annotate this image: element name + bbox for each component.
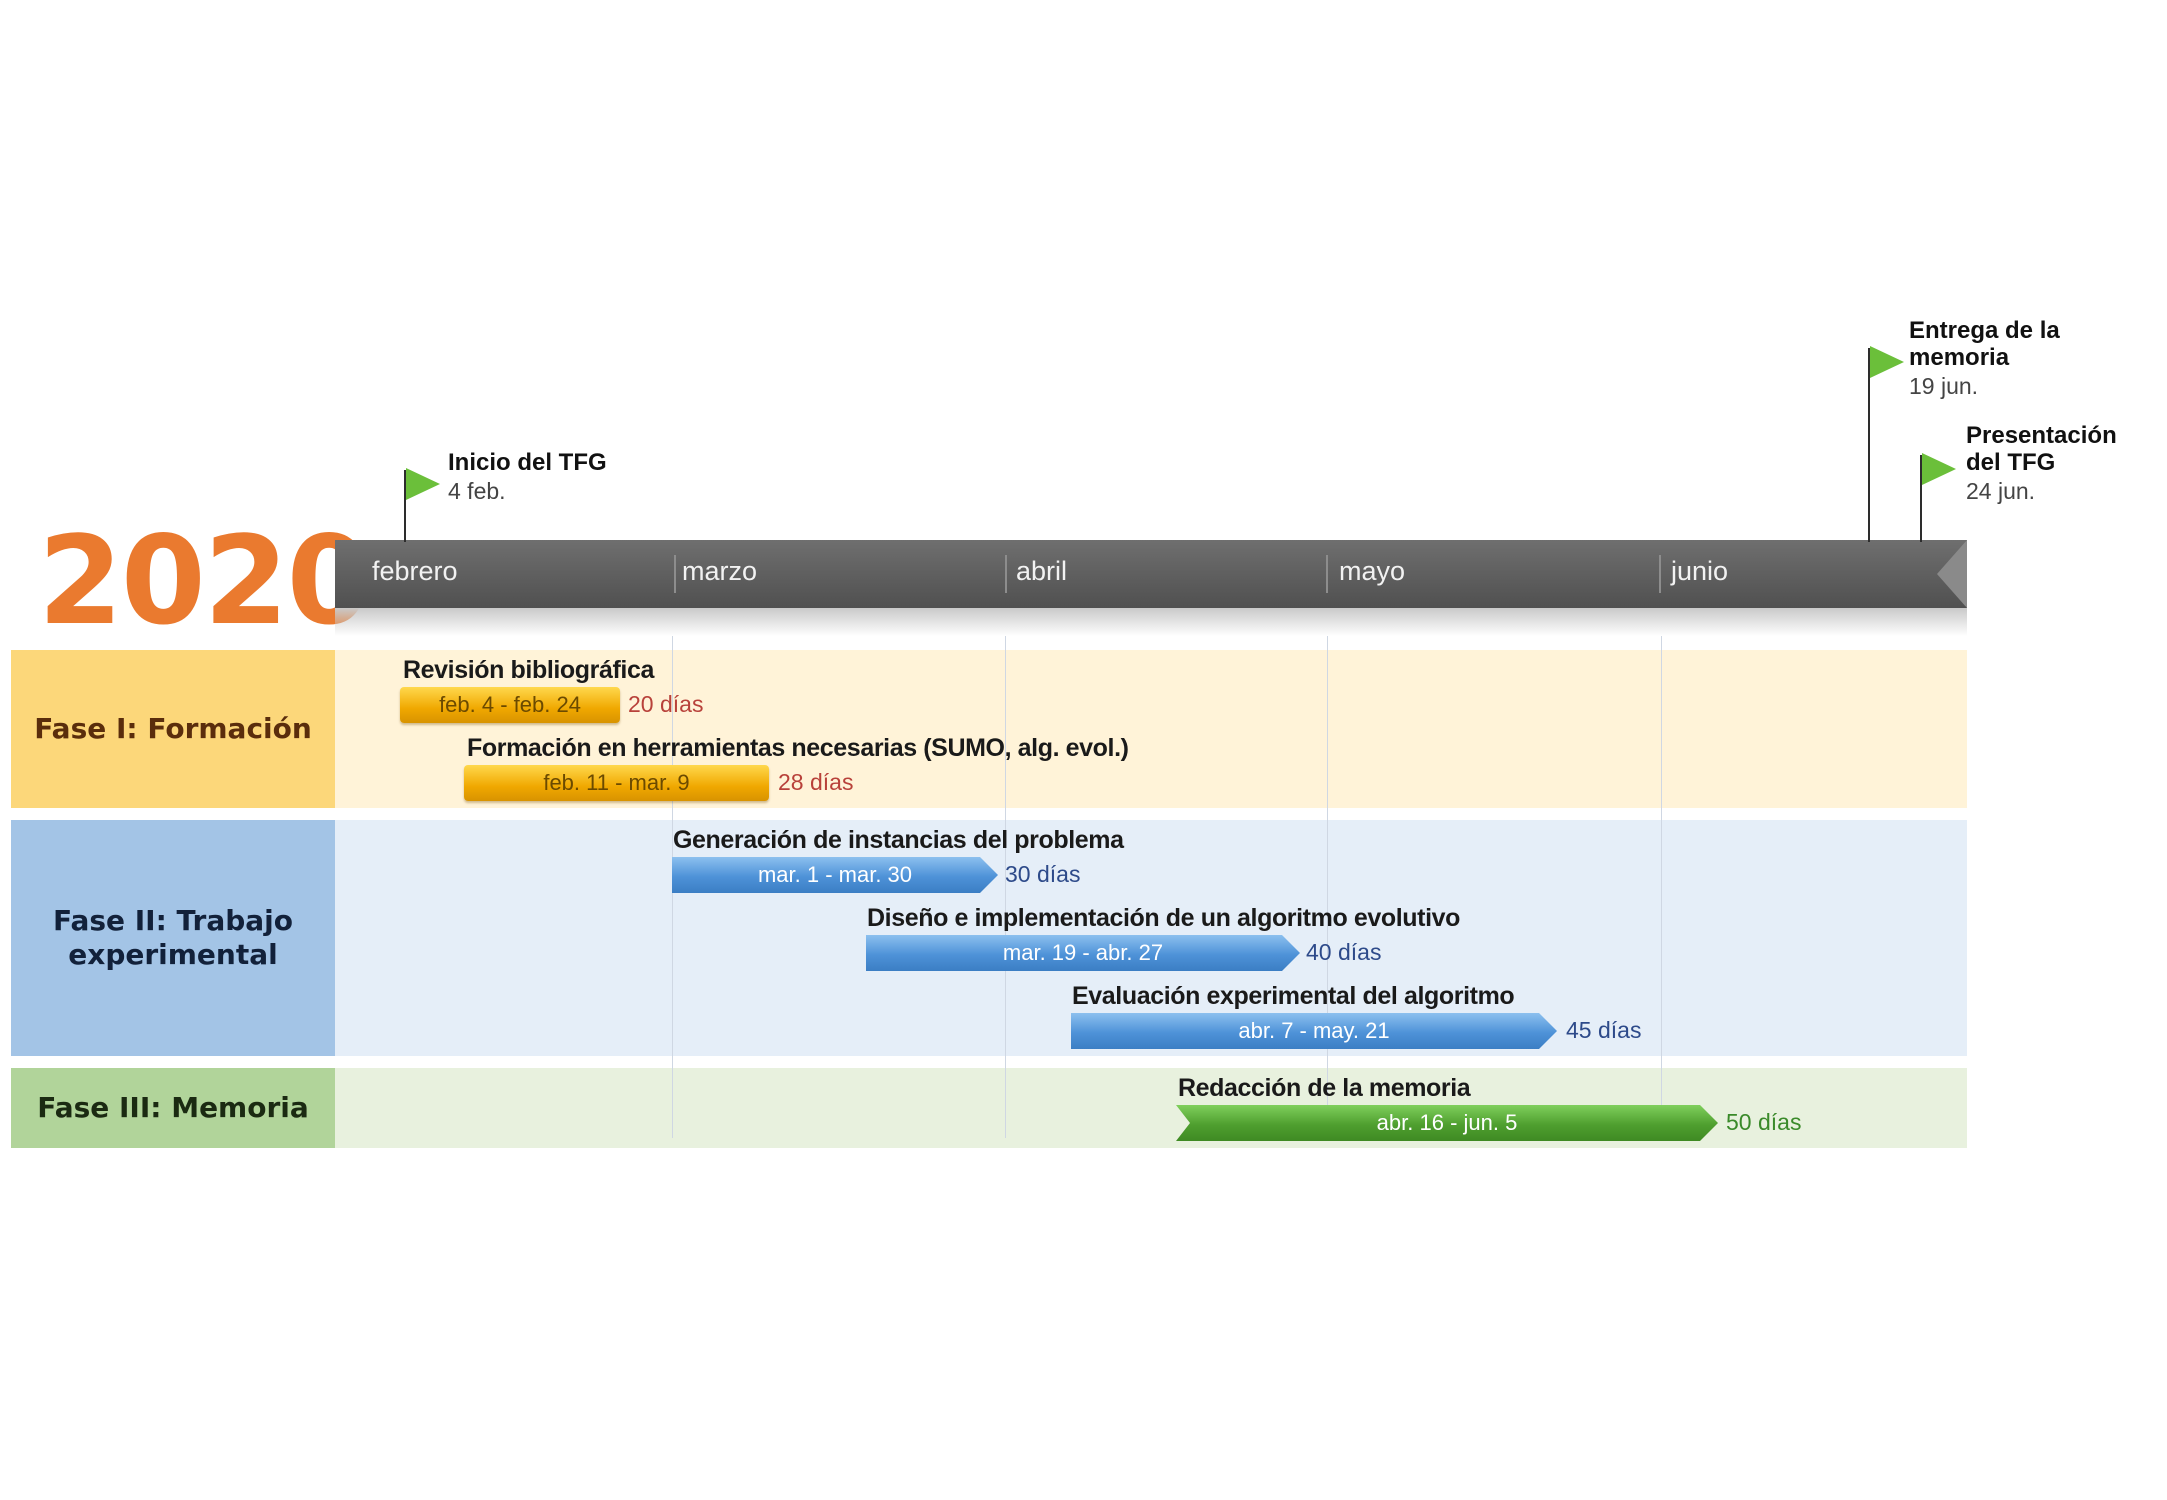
milestone-title: Entrega de la memoria [1909,317,2060,371]
month-label-marzo: marzo [682,556,758,586]
task-bar: feb. 4 - feb. 24 [400,687,620,723]
task-bar: abr. 16 - jun. 5 [1176,1105,1718,1141]
month-header-shadow [335,608,1967,636]
month-divider [1005,555,1007,593]
task-title: Evaluación experimental del algoritmo [1072,982,1515,1010]
task-title: Revisión bibliográfica [403,656,654,684]
month-header-bar [335,540,1967,608]
milestone-date: 24 jun. [1966,478,2036,504]
milestone-date: 19 jun. [1909,373,1979,399]
month-gridline [1005,636,1006,1138]
month-gridline [1661,636,1662,1138]
task-duration: 40 días [1306,939,1382,965]
month-divider [1659,555,1661,593]
month-header-arrow-tip [1937,540,1967,608]
milestone-pole [404,470,406,542]
task-duration: 20 días [628,691,704,717]
task-duration: 30 días [1005,861,1081,887]
month-label-mayo: mayo [1339,556,1406,586]
milestone-title: Presentación del TFG [1966,422,2117,476]
month-gridline [1327,636,1328,1138]
task-bar: mar. 1 - mar. 30 [672,857,998,893]
task-title: Redacción de la memoria [1178,1074,1471,1102]
phase-label-formacion: Fase I: Formación [11,650,335,808]
month-label-abril: abril [1016,556,1068,586]
phase-band-memoria [335,1068,1967,1148]
month-divider [674,555,676,593]
milestone-pole [1868,348,1870,542]
task-title: Generación de instancias del problema [673,826,1124,854]
milestone-date: 4 feb. [448,478,506,504]
phase-label-trabajo-experimental: Fase II: Trabajo experimental [11,820,335,1056]
task-bar: feb. 11 - mar. 9 [464,765,769,801]
milestone-pole [1920,455,1922,542]
task-duration: 50 días [1726,1109,1802,1135]
month-label-febrero: febrero [372,556,458,586]
task-bar: abr. 7 - may. 21 [1071,1013,1557,1049]
month-divider [1326,555,1328,593]
flag-icon [1870,346,1904,378]
flag-icon [1922,453,1956,485]
flag-icon [406,468,440,500]
task-title: Formación en herramientas necesarias (SU… [467,734,1129,762]
phase-label-memoria: Fase III: Memoria [11,1068,335,1148]
year-title: 2020 [38,510,372,652]
task-bar: mar. 19 - abr. 27 [866,935,1300,971]
task-title: Diseño e implementación de un algoritmo … [867,904,1460,932]
task-duration: 28 días [778,769,854,795]
milestone-title: Inicio del TFG [448,449,607,476]
month-label-junio: junio [1671,556,1729,586]
task-duration: 45 días [1566,1017,1642,1043]
